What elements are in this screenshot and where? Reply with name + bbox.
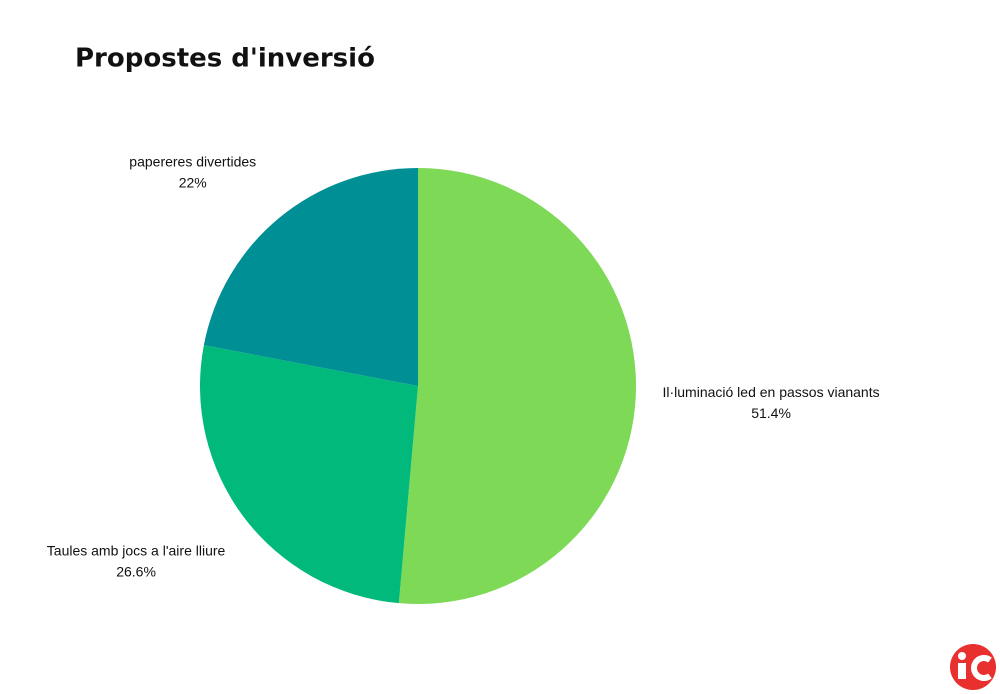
logo-stem <box>958 663 966 679</box>
pie-slice <box>200 345 418 604</box>
slice-label: Il·luminació led en passos vianants <box>662 384 879 400</box>
logo-dot <box>958 652 966 660</box>
slice-label: Taules amb jocs a l'aire lliure <box>47 543 226 559</box>
pie-slice <box>398 168 637 604</box>
pie-slice <box>203 168 418 386</box>
slice-value-label: 26.6% <box>116 564 156 580</box>
slice-value-label: 22% <box>179 174 207 190</box>
logo-c <box>971 655 992 681</box>
slice-label: papereres divertides <box>129 153 256 169</box>
slice-value-label: 51.4% <box>751 405 791 421</box>
logo <box>950 644 996 690</box>
chart-title: Propostes d'inversió <box>75 44 375 74</box>
